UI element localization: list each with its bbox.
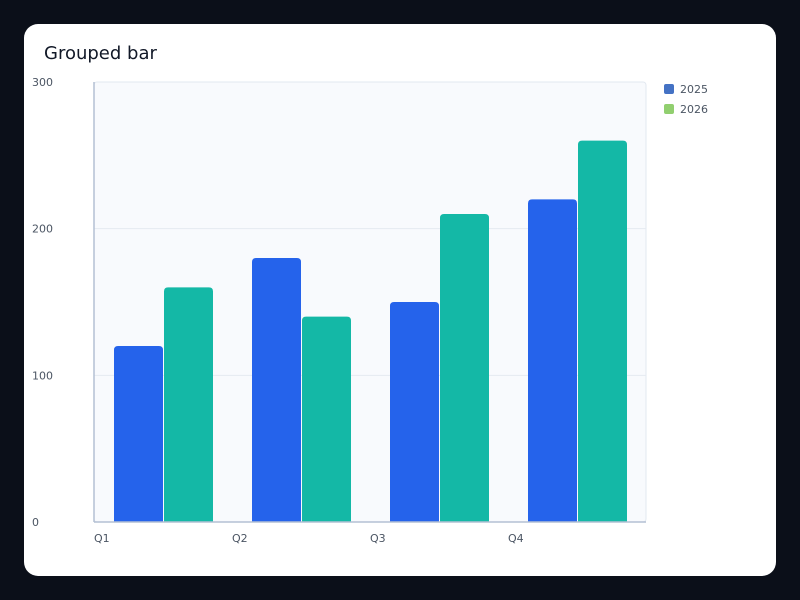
y-tick-label: 200 xyxy=(32,223,53,236)
bar-q3-2026 xyxy=(440,214,489,522)
legend-swatch-2025 xyxy=(664,84,674,94)
y-tick-labels: 0 100 200 300 xyxy=(32,76,53,529)
legend-swatch-2026 xyxy=(664,104,674,114)
x-tick-label: Q4 xyxy=(508,532,524,545)
x-tick-label: Q3 xyxy=(370,532,386,545)
x-tick-label: Q1 xyxy=(94,532,110,545)
bar-q1-2026 xyxy=(164,287,213,522)
bar-q4-2026 xyxy=(578,140,627,522)
chart-card: Grouped bar 0 100 200 300 Q1 Q2 Q3 Q4 2025 2026 xyxy=(24,24,776,576)
bar-q2-2026 xyxy=(302,316,351,522)
bar-q2-2025 xyxy=(252,258,301,522)
legend-label-2026: 2026 xyxy=(680,103,708,116)
bars xyxy=(114,140,627,523)
legend-label-2025: 2025 xyxy=(680,83,708,96)
y-tick-label: 0 xyxy=(32,516,39,529)
x-tick-label: Q2 xyxy=(232,532,248,545)
grouped-bar-chart: 0 100 200 300 Q1 Q2 Q3 Q4 2025 2026 xyxy=(32,76,708,545)
chart-title: Grouped bar xyxy=(44,43,157,64)
x-tick-labels: Q1 Q2 Q3 Q4 xyxy=(94,532,524,545)
bar-q4-2025 xyxy=(528,199,577,523)
y-tick-label: 100 xyxy=(32,369,53,382)
legend: 2025 2026 xyxy=(664,83,708,116)
bar-q3-2025 xyxy=(390,302,439,522)
y-tick-label: 300 xyxy=(32,76,53,89)
bar-q1-2025 xyxy=(114,346,163,522)
